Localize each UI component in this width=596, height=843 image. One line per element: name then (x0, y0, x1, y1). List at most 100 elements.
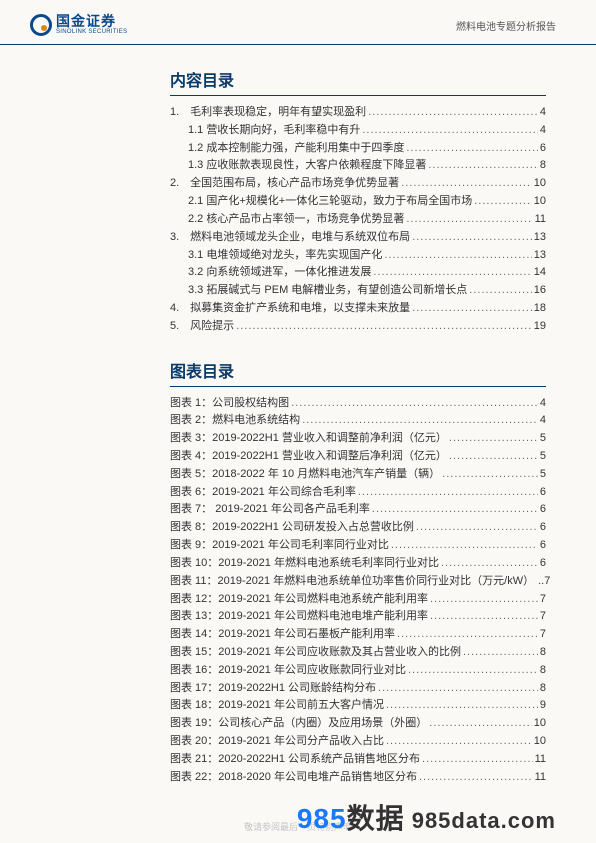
toc-entry-page: 19 (534, 318, 546, 336)
figures-list: 图表 1：公司股权结构图............................… (170, 395, 546, 787)
toc-entry: 3.2 向系统领域进军，一体化推进发展.....................… (170, 264, 546, 282)
toc-entry: 2.2 核心产品市占率领一，市场竞争优势显著..................… (170, 211, 546, 229)
toc-leader-dots: ........................................… (397, 626, 538, 644)
watermark: 985数据 985data.com (297, 797, 556, 837)
toc-entry: 图表 12：2019-2021 年公司燃料电池系统产能利用率..........… (170, 591, 546, 609)
toc-entry: 图表 10：2019-2021 年燃料电池系统毛利率同行业对比.........… (170, 555, 546, 573)
toc-leader-dots: ........................................… (449, 430, 538, 448)
toc-leader-dots: ........................................… (291, 395, 538, 413)
toc-entry: 图表 3：2019-2022H1 营业收入和调整前净利润（亿元）........… (170, 430, 546, 448)
toc-entry-label: 图表 22：2018-2020 年公司电堆产品销售地区分布 (170, 769, 417, 787)
toc-entry-page: 13 (534, 229, 546, 247)
toc-entry-label: 图表 15：2019-2021 年公司应收账款及其占营业收入的比例 (170, 644, 461, 662)
toc-entry-page: 6 (540, 501, 546, 519)
toc-entry-page: 8 (540, 157, 546, 175)
watermark-right: 985data.com (405, 808, 556, 833)
toc-entry-page: 11 (535, 211, 546, 229)
toc-leader-dots: ........................................… (416, 519, 538, 537)
toc-entry-label: 图表 18：2019-2021 年公司前五大客户情况 (170, 697, 384, 715)
toc-entry-label: 图表 19：公司核心产品（内圈）及应用场景（外圈） (170, 715, 427, 733)
toc-entry: 1. 毛利率表现稳定，明年有望实现盈利.....................… (170, 104, 546, 122)
toc-leader-dots: ........................................… (408, 662, 538, 680)
toc-entry-page: 4 (540, 412, 546, 430)
toc-entry-page: 7 (540, 591, 546, 609)
toc-entry-label: 图表 8：2019-2022H1 公司研发投入占总营收比例 (170, 519, 414, 537)
toc-entry-page: 6 (540, 140, 546, 158)
toc-leader-dots: ........................................… (236, 318, 532, 336)
page-header: 国金证券 SINOLINK SECURITIES 燃料电池专题分析报告 (0, 0, 596, 45)
toc-entry-page: 5 (540, 448, 546, 466)
toc-entry-page: 7 (540, 626, 546, 644)
toc-entry-page: 8 (540, 644, 546, 662)
toc-entry-page: 6 (540, 519, 546, 537)
toc-entry: 2. 全国范围布局，核心产品市场竞争优势显著..................… (170, 175, 546, 193)
toc-entry-label: 2.2 核心产品市占率领一，市场竞争优势显著 (188, 211, 404, 229)
watermark-mid: 数据 (347, 803, 405, 834)
toc-entry-label: 5. 风险提示 (170, 318, 234, 336)
toc-entry-page: 11 (535, 769, 546, 787)
toc-leader-dots: ........................................… (406, 211, 532, 229)
toc-leader-dots: ........................................… (302, 412, 538, 430)
toc-leader-dots: ........................................… (372, 501, 538, 519)
toc-entry-label: 1.2 成本控制能力强，产能利用集中于四季度 (188, 140, 404, 158)
toc-entry-label: 图表 1：公司股权结构图 (170, 395, 289, 413)
toc-entry: 3. 燃料电池领域龙头企业，电堆与系统双位布局.................… (170, 229, 546, 247)
toc-leader-dots: ........................................… (441, 555, 538, 573)
toc-entry: 图表 13：2019-2021 年公司燃料电池电堆产能利用率..........… (170, 608, 546, 626)
toc-entry-page: 13 (534, 247, 546, 265)
toc-entry-label: 图表 9：2019-2021 年公司毛利率同行业对比 (170, 537, 389, 555)
toc-leader-dots: ........................................… (474, 193, 532, 211)
toc-entry-label: 图表 4：2019-2022H1 营业收入和调整后净利润（亿元） (170, 448, 447, 466)
page-content: 内容目录 1. 毛利率表现稳定，明年有望实现盈利................… (0, 45, 596, 786)
toc-heading: 内容目录 (170, 67, 546, 96)
toc-entry-label: 图表 21：2020-2022H1 公司系统产品销售地区分布 (170, 751, 420, 769)
toc-entry-label: 图表 2：燃料电池系统结构 (170, 412, 300, 430)
logo-cn: 国金证券 (56, 14, 127, 29)
toc-leader-dots: ........................................… (449, 448, 538, 466)
toc-leader-dots: ........................................… (384, 247, 531, 265)
toc-leader-dots: ........................................… (362, 122, 538, 140)
toc-entry-page: 6 (540, 484, 546, 502)
toc-leader-dots: ........................................… (442, 466, 538, 484)
toc-entry-label: 图表 20：2019-2021 年公司分产品收入占比 (170, 733, 384, 751)
toc-entry: 图表 18：2019-2021 年公司前五大客户情况..............… (170, 697, 546, 715)
toc-entry: 3.3 拓展碱式与 PEM 电解槽业务，有望创造公司新增长点..........… (170, 282, 546, 300)
toc-entry-page: 8 (540, 662, 546, 680)
toc-entry-label: 图表 14：2019-2021 年公司石墨板产能利用率 (170, 626, 395, 644)
logo-en: SINOLINK SECURITIES (56, 29, 127, 36)
toc-leader-dots: ........................................… (430, 608, 538, 626)
toc-entry-page: 16 (534, 282, 546, 300)
toc-leader-dots: ........................................… (378, 680, 538, 698)
toc-entry-label: 图表 17：2019-2022H1 公司账龄结构分布 (170, 680, 376, 698)
toc-leader-dots: ........................................… (412, 300, 532, 318)
toc-leader-dots: ........................................… (386, 733, 532, 751)
toc-entry-page: 9 (540, 697, 546, 715)
toc-entry: 图表 11：2019-2021 年燃料电池系统单位功率售价同行业对比（万元/kW… (170, 573, 546, 591)
toc-leader-dots: ........................................… (368, 104, 538, 122)
toc-entry: 图表 7： 2019-2021 年公司各产品毛利率...............… (170, 501, 546, 519)
toc-entry: 1.2 成本控制能力强，产能利用集中于四季度..................… (170, 140, 546, 158)
toc-leader-dots: ........................................… (429, 715, 531, 733)
toc-entry: 图表 21：2020-2022H1 公司系统产品销售地区分布..........… (170, 751, 546, 769)
toc-leader-dots: ........................................… (401, 175, 532, 193)
toc-entry-label: 3.1 电堆领域绝对龙头，率先实现国产化 (188, 247, 382, 265)
toc-entry: 图表 16：2019-2021 年公司应收账款同行业对比............… (170, 662, 546, 680)
toc-entry-page: 10 (534, 733, 546, 751)
toc-leader-dots: ........................................… (463, 644, 538, 662)
toc-entry: 图表 17：2019-2022H1 公司账龄结构分布..............… (170, 680, 546, 698)
toc-entry: 2.1 国产化+规模化+一体化三轮驱动，致力于布局全国市场...........… (170, 193, 546, 211)
toc-entry-label: 3.3 拓展碱式与 PEM 电解槽业务，有望创造公司新增长点 (188, 282, 467, 300)
toc-entry-label: 图表 16：2019-2021 年公司应收账款同行业对比 (170, 662, 406, 680)
toc-leader-dots: ........................................… (373, 264, 531, 282)
logo-mark-icon (30, 14, 52, 36)
toc-entry-page: 4 (540, 104, 546, 122)
toc-entry-label: 图表 5：2018-2022 年 10 月燃料电池汽车产销量（辆） (170, 466, 440, 484)
toc-leader-dots: ........................................… (430, 591, 538, 609)
toc-entry-page: 5 (540, 430, 546, 448)
toc-entry: 图表 8：2019-2022H1 公司研发投入占总营收比例...........… (170, 519, 546, 537)
logo-text: 国金证券 SINOLINK SECURITIES (56, 14, 127, 36)
toc-entry-label: 图表 3：2019-2022H1 营业收入和调整前净利润（亿元） (170, 430, 447, 448)
toc-leader-dots: ........................................… (386, 697, 538, 715)
toc-entry-page: 7 (540, 608, 546, 626)
toc-entry-page: ..7 (538, 573, 550, 591)
